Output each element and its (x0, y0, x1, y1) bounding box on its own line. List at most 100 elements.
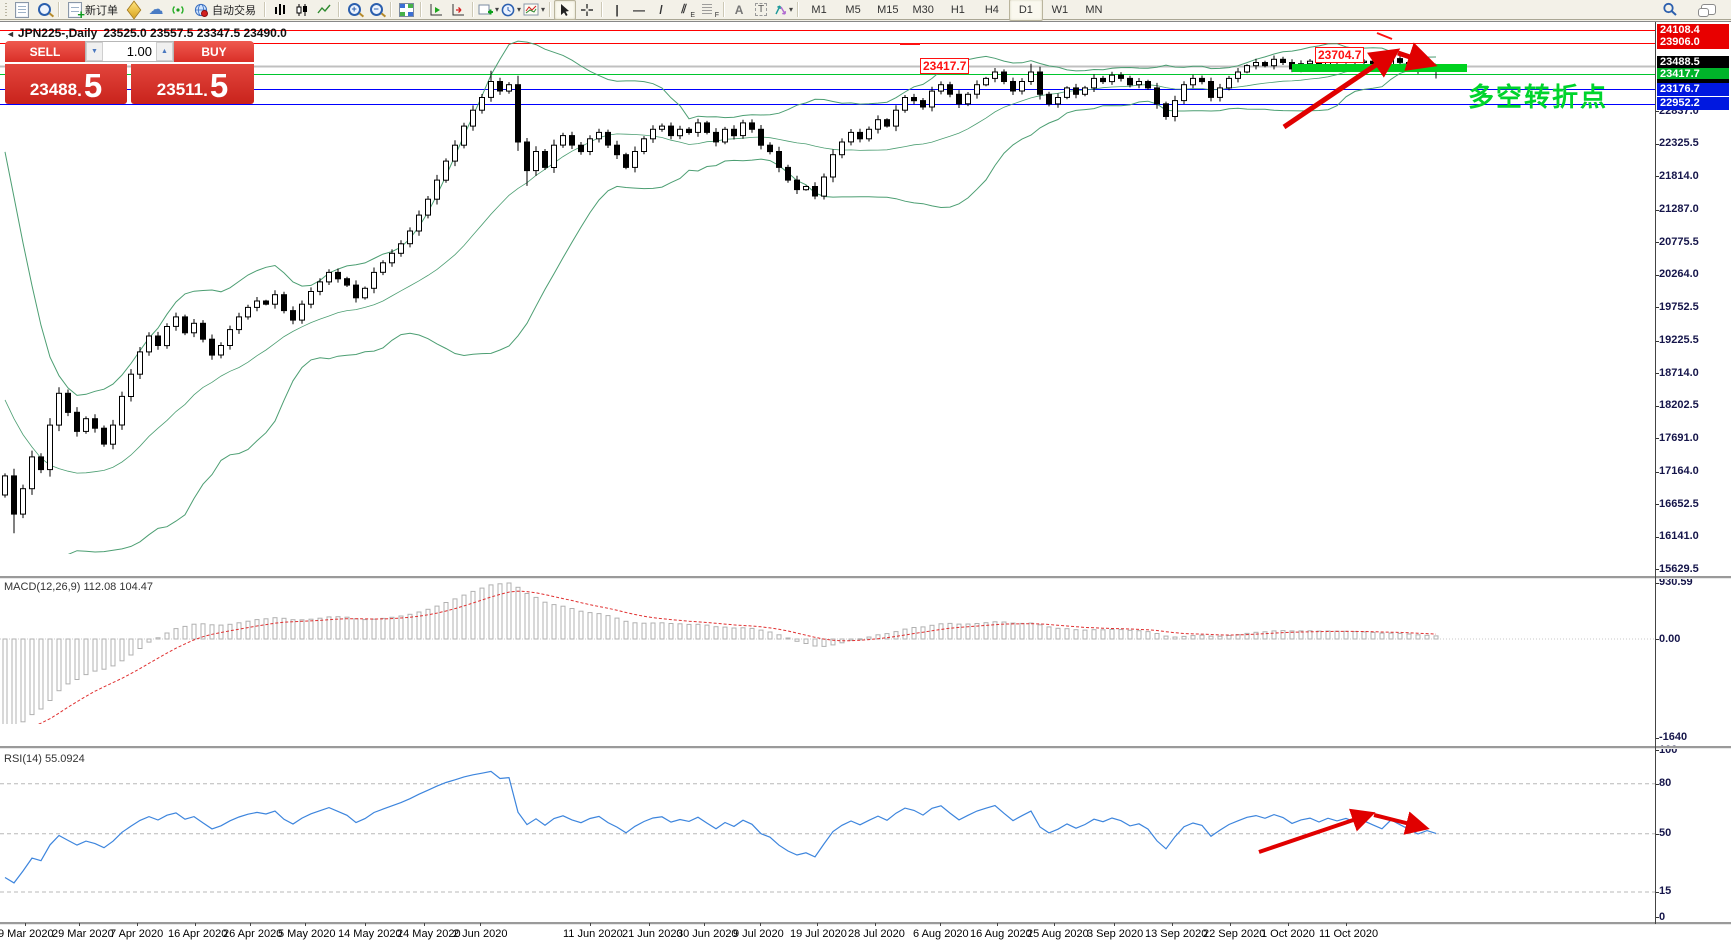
volume-stepper: ▼ 1.00 ▲ (85, 41, 174, 62)
axis-tick-label: 20264.0 (1659, 268, 1699, 280)
volume-input[interactable]: 1.00 (126, 44, 152, 59)
new-chart-button[interactable] (11, 0, 33, 20)
timeframe-m30[interactable]: M30 (912, 3, 934, 16)
cursor-tool-button[interactable] (554, 0, 577, 20)
auto-scroll-icon (430, 3, 442, 15)
timeframe-m15[interactable]: M15 (877, 3, 899, 16)
axis-tick-label: -1640 (1659, 731, 1688, 743)
chat-bubbles-icon (1697, 4, 1716, 17)
crosshair-tool-button[interactable] (576, 0, 598, 20)
text-label-tool[interactable]: T (750, 0, 772, 20)
volume-decrease-button[interactable]: ▼ (86, 42, 103, 61)
date-axis-label: 24 May 2020 (397, 928, 461, 940)
trendline-tool[interactable]: / (650, 0, 672, 20)
templates-button[interactable]: ▾ (522, 0, 546, 20)
horizontal-line-icon: — (633, 2, 646, 17)
zoom-in-button[interactable]: + (343, 0, 365, 20)
date-axis-label: 13 Sep 2020 (1145, 928, 1208, 940)
signal-icon (172, 5, 184, 14)
date-axis-label: 6 Aug 2020 (913, 928, 969, 940)
axis-tick-label: 18714.0 (1659, 367, 1699, 379)
timeframe-m1[interactable]: M1 (811, 3, 827, 16)
chat-button[interactable] (1697, 0, 1719, 20)
periods-button[interactable]: ▾ (500, 0, 522, 20)
tile-windows-button[interactable] (395, 0, 417, 20)
bar-chart-button[interactable] (269, 0, 291, 20)
buy-price-display[interactable]: 23511. 5 (131, 64, 254, 104)
vertical-line-icon: | (615, 2, 619, 17)
channel-icon: ⫽ (681, 2, 687, 16)
text-a-icon: A (734, 2, 744, 17)
toolbar-drag-handle (4, 2, 9, 17)
chart-canvas[interactable] (0, 22, 1731, 941)
rsi-label: RSI(14) 55.0924 (4, 753, 85, 765)
indicators-add-icon (478, 4, 493, 14)
macd-pane-separator[interactable] (0, 576, 1731, 579)
candlestick-chart-button[interactable] (291, 0, 313, 20)
volume-increase-button[interactable]: ▲ (156, 42, 173, 61)
indicators-button[interactable]: ▾ (477, 0, 500, 20)
axis-tick-label: 21814.0 (1659, 170, 1699, 182)
sell-price-main: 23488 (29, 80, 78, 99)
autotrading-button[interactable]: 自动交易 (189, 0, 261, 20)
chart-shift-icon (452, 3, 464, 15)
text-t-icon: T (754, 3, 768, 16)
turning-point-annotation: 多空转折点 (1468, 82, 1609, 112)
timeframe-d1[interactable]: D1 (1008, 0, 1043, 21)
vertical-line-tool[interactable]: | (606, 0, 628, 20)
timeframe-mn[interactable]: MN (1085, 3, 1103, 16)
channel-tool[interactable]: ⫽ E (672, 0, 696, 20)
zoom-out-button[interactable]: − (365, 0, 387, 20)
axis-price-label: 23176.7 (1657, 83, 1729, 96)
horizontal-line-tool[interactable]: — (628, 0, 650, 20)
date-axis-label: 26 Apr 2020 (223, 928, 283, 940)
date-axis-label: 11 Oct 2020 (1319, 928, 1379, 940)
fibonacci-tool[interactable]: F (696, 0, 720, 20)
chart-profiles-button[interactable] (33, 0, 55, 20)
templates-dropdown-caret: ▾ (541, 5, 546, 14)
date-axis-label: 25 Aug 2020 (1027, 928, 1089, 940)
date-axis-label: 7 Apr 2020 (110, 928, 164, 940)
date-axis-label: 29 Mar 2020 (52, 928, 114, 940)
buy-button[interactable]: BUY (174, 41, 254, 62)
date-axis-label: 2 Jun 2020 (453, 928, 508, 940)
timeframe-h4[interactable]: H4 (984, 3, 999, 16)
macd-label: MACD(12,26,9) 112.08 104.47 (4, 581, 153, 593)
candlestick-icon (296, 3, 307, 16)
axis-tick-label: 21287.0 (1659, 203, 1699, 215)
text-tool[interactable]: A (728, 0, 750, 20)
data-window-button[interactable]: ☁ (145, 0, 167, 20)
axis-price-label: 24108.4 (1657, 24, 1729, 37)
crosshair-icon (581, 3, 594, 16)
auto-scroll-button[interactable] (425, 0, 447, 20)
timeframe-h1[interactable]: H1 (950, 3, 965, 16)
chart-shift-button[interactable] (447, 0, 469, 20)
axis-price-label: 22952.2 (1657, 97, 1729, 110)
globe-icon (194, 3, 208, 17)
axis-tick-label: 80 (1659, 777, 1672, 789)
timeframe-w1[interactable]: W1 (1051, 3, 1069, 16)
arrows-tool[interactable]: ▾ (772, 0, 794, 20)
search-button[interactable] (1659, 0, 1681, 20)
line-chart-button[interactable] (313, 0, 335, 20)
signals-button[interactable] (167, 0, 189, 20)
date-axis-label: 30 Jun 2020 (677, 928, 738, 940)
chart-title-ohlc: 23525.0 23557.5 23347.5 23490.0 (103, 26, 287, 40)
sell-price-display[interactable]: 23488. 5 (5, 64, 127, 104)
obscured-price-label (1657, 79, 1729, 83)
axis-tick-label: 17164.0 (1659, 465, 1699, 477)
rsi-pane-separator[interactable] (0, 746, 1731, 749)
axis-tick-label: 18202.5 (1659, 399, 1699, 411)
date-axis-label: 9 Mar 2020 (0, 928, 54, 940)
timeframe-m5[interactable]: M5 (845, 3, 861, 16)
cursor-arrow-icon (561, 3, 570, 16)
zoom-in-icon: + (347, 3, 361, 16)
market-watch-button[interactable] (123, 0, 145, 20)
sell-button[interactable]: SELL (5, 41, 85, 62)
sell-price-frac: 5 (83, 67, 103, 104)
new-order-button[interactable]: + 新订单 (63, 0, 123, 21)
axis-tick-label: 17691.0 (1659, 432, 1699, 444)
axis-tick-label: 15 (1659, 885, 1672, 897)
periods-dropdown-caret: ▾ (517, 5, 522, 14)
